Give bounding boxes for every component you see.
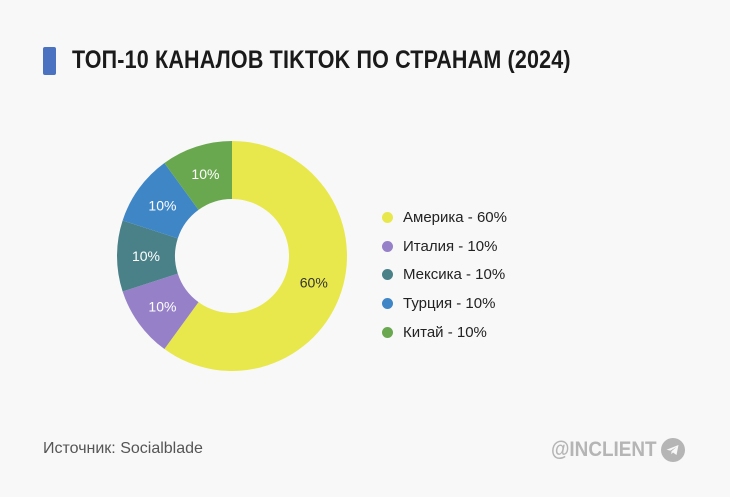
telegram-icon bbox=[661, 438, 685, 462]
legend-dot-icon bbox=[382, 326, 393, 338]
legend-dot-icon bbox=[382, 297, 393, 309]
source-note: Источник: Socialblade bbox=[43, 440, 203, 457]
slice-2 bbox=[116, 220, 178, 292]
data-label-1: 10% bbox=[148, 299, 176, 315]
slice-1 bbox=[122, 273, 199, 350]
legend-item: Китай - 10% bbox=[382, 318, 507, 347]
legend-label: Италия - 10% bbox=[403, 237, 498, 255]
legend-label: Америка - 60% bbox=[403, 208, 507, 226]
chart-title: ТОП-10 КАНАЛОВ TIKTOK ПО СТРАНАМ (2024) bbox=[72, 46, 571, 74]
legend-item: Турция - 10% bbox=[382, 289, 507, 318]
legend-item: Мексика - 10% bbox=[382, 260, 507, 289]
data-label-3: 10% bbox=[148, 197, 176, 213]
data-label-0: 60% bbox=[300, 275, 328, 291]
legend-item: Италия - 10% bbox=[382, 232, 507, 261]
legend-label: Китай - 10% bbox=[403, 323, 487, 341]
legend-label: Мексика - 10% bbox=[403, 266, 506, 284]
data-label-4: 10% bbox=[191, 166, 219, 182]
brand-watermark: @INCLIENT bbox=[551, 438, 657, 461]
legend-dot-icon bbox=[382, 269, 393, 281]
slice-4 bbox=[164, 141, 232, 210]
slice-3 bbox=[122, 162, 199, 239]
legend-dot-icon bbox=[382, 211, 393, 223]
legend-label: Турция - 10% bbox=[403, 294, 496, 312]
legend: Америка - 60% Италия - 10% Мексика - 10% Ту… bbox=[382, 203, 507, 346]
title-accent-bar bbox=[43, 47, 56, 75]
slice-0 bbox=[164, 141, 347, 372]
legend-item: Америка - 60% bbox=[382, 203, 507, 232]
legend-dot-icon bbox=[382, 240, 393, 252]
data-label-2: 10% bbox=[132, 248, 160, 264]
